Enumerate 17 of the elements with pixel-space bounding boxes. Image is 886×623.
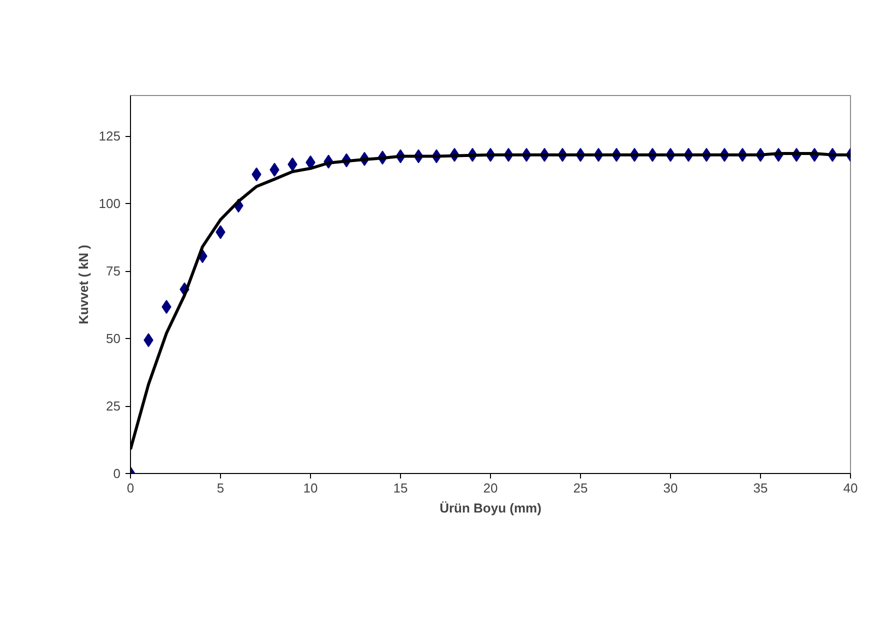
y-tick-label: 50 <box>106 331 121 346</box>
y-tick-label: 75 <box>106 264 121 278</box>
x-tick-label: 25 <box>573 480 588 496</box>
y-tick-label: 125 <box>98 128 121 144</box>
y-tick-label: 25 <box>106 398 121 414</box>
y-tick-label: 0 <box>113 466 121 481</box>
x-tick-label: 35 <box>753 480 768 496</box>
x-tick-label: 20 <box>483 480 498 496</box>
x-tick-label: 30 <box>663 480 678 496</box>
x-tick-label: 15 <box>393 480 408 496</box>
x-tick-label: 10 <box>303 480 318 496</box>
x-tick-label: 5 <box>216 480 224 496</box>
x-axis-title: Ürün Boyu (mm) <box>440 500 542 516</box>
x-tick-label: 0 <box>126 480 134 496</box>
x-tick-label: 40 <box>843 480 858 496</box>
y-tick-label: 100 <box>98 196 121 211</box>
y-axis-title: Kuvvet ( kN ) <box>76 244 91 324</box>
